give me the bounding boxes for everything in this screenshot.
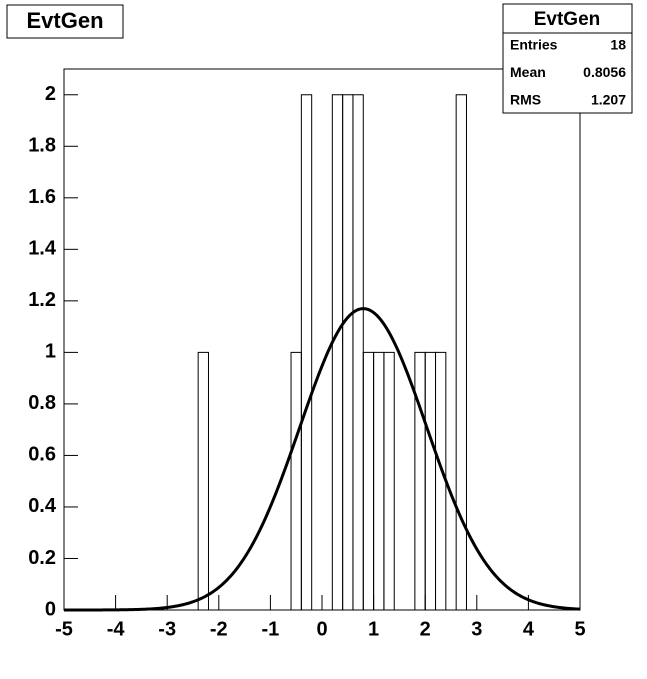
y-tick-label: 1.8 — [28, 135, 56, 157]
y-tick-label: 1.2 — [28, 289, 56, 311]
stats-value: 1.207 — [591, 92, 626, 108]
stats-value: 18 — [610, 37, 626, 53]
x-tick-label: 1 — [368, 618, 379, 640]
stats-label: Entries — [510, 37, 558, 53]
stats-title: EvtGen — [534, 9, 601, 30]
y-tick-label: 1 — [45, 341, 56, 363]
x-tick-label: 5 — [574, 618, 585, 640]
bar — [300, 94, 313, 611]
stats-label: Mean — [510, 64, 546, 80]
title-box — [6, 4, 124, 39]
bar — [373, 351, 385, 611]
y-tick-label: 0.8 — [28, 392, 56, 414]
bar — [455, 94, 467, 611]
bar — [424, 351, 437, 611]
bar — [290, 351, 302, 611]
x-tick-label: 2 — [420, 618, 431, 640]
y-tick-label: 0.6 — [28, 444, 56, 466]
bar — [342, 94, 354, 611]
bar — [352, 94, 364, 611]
frame — [63, 68, 581, 611]
x-tick-label: -5 — [55, 618, 73, 640]
bar — [383, 351, 395, 611]
stats-label: RMS — [510, 92, 541, 108]
y-tick-label: 0 — [45, 598, 56, 620]
y-tick-label: 1.4 — [28, 238, 57, 260]
x-tick-label: 4 — [523, 618, 535, 640]
bar — [197, 351, 209, 611]
stats-value: 0.8056 — [583, 64, 626, 80]
x-tick-label: 3 — [471, 618, 482, 640]
x-tick-label: 0 — [316, 618, 327, 640]
x-tick-label: -1 — [262, 618, 280, 640]
y-tick-label: 0.2 — [28, 547, 56, 569]
bar — [435, 351, 447, 611]
bar — [331, 94, 344, 611]
chart-title: EvtGen — [26, 8, 103, 33]
bar — [414, 351, 426, 611]
fit-curve — [63, 307, 581, 612]
stats-box — [502, 3, 633, 114]
y-tick-label: 0.4 — [28, 495, 57, 517]
bar — [362, 351, 375, 611]
x-tick-label: -2 — [210, 618, 228, 640]
y-tick-label: 2 — [45, 83, 56, 105]
x-tick-label: -3 — [158, 618, 176, 640]
x-tick-label: -4 — [107, 618, 126, 640]
y-tick-label: 1.6 — [28, 186, 56, 208]
